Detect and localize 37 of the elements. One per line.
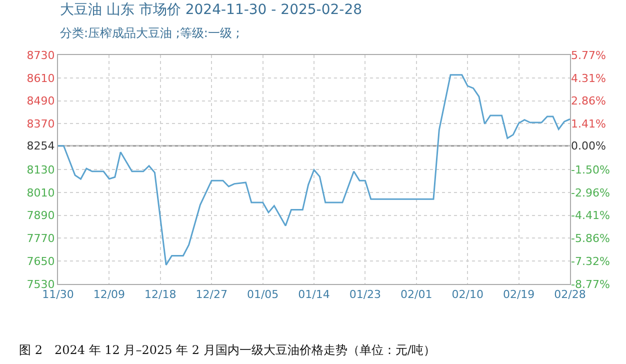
x-tick-label: 11/30	[42, 288, 74, 302]
y-tick-label: 7650	[26, 254, 55, 268]
y-tick-label: 8730	[26, 48, 55, 62]
y2-tick-label: -8.77%	[571, 278, 610, 291]
y2-tick-label: 2.86%	[571, 94, 606, 108]
y2-tick-label: -1.50%	[571, 163, 610, 176]
line-series	[58, 74, 570, 266]
x-tick-label: 01/14	[298, 288, 330, 302]
x-tick-label: 12/09	[93, 288, 126, 302]
y-tick-label: 7770	[26, 232, 55, 246]
x-tick-label: 02/01	[400, 288, 432, 302]
chart-title: 大豆油 山东 市场价 2024-11-30 - 2025-02-28	[60, 2, 362, 18]
y-tick-label: 8254	[26, 140, 55, 153]
y-tick-label: 8490	[26, 94, 55, 108]
y2-tick-label: -2.96%	[571, 186, 610, 200]
y-tick-label: 8130	[26, 163, 55, 176]
y-tick-label: 8010	[26, 186, 55, 200]
x-tick-label: 02/28	[554, 288, 586, 302]
y2-tick-label: 1.41%	[571, 118, 606, 131]
y2-tick-label: -7.32%	[571, 255, 610, 268]
x-tick-label: 12/27	[196, 288, 228, 302]
y2-tick-label: 0.00%	[571, 140, 606, 153]
y-tick-label: 7530	[26, 278, 55, 291]
y-tick-label: 8370	[26, 118, 55, 131]
x-tick-label: 01/23	[349, 288, 382, 302]
x-tick-label: 02/10	[452, 288, 484, 302]
y2-tick-label: 4.31%	[571, 72, 606, 85]
y2-tick-label: -5.86%	[571, 232, 610, 246]
x-tick-label: 01/05	[246, 288, 279, 302]
y2-tick-label: -4.41%	[571, 209, 610, 222]
chart-subtitle: 分类:压榨成品大豆油 ;等级:一级 ;	[60, 26, 240, 40]
y-tick-label: 7890	[26, 209, 55, 222]
caption: 图 2 2024 年 12 月–2025 年 2 月国内一级大豆油价格走势（单位：元/吨）	[19, 343, 436, 357]
y-tick-label: 8610	[26, 72, 55, 85]
x-tick-label: 02/19	[502, 288, 535, 302]
y2-tick-label: 5.77%	[571, 48, 606, 62]
x-tick-label: 12/18	[144, 288, 176, 302]
